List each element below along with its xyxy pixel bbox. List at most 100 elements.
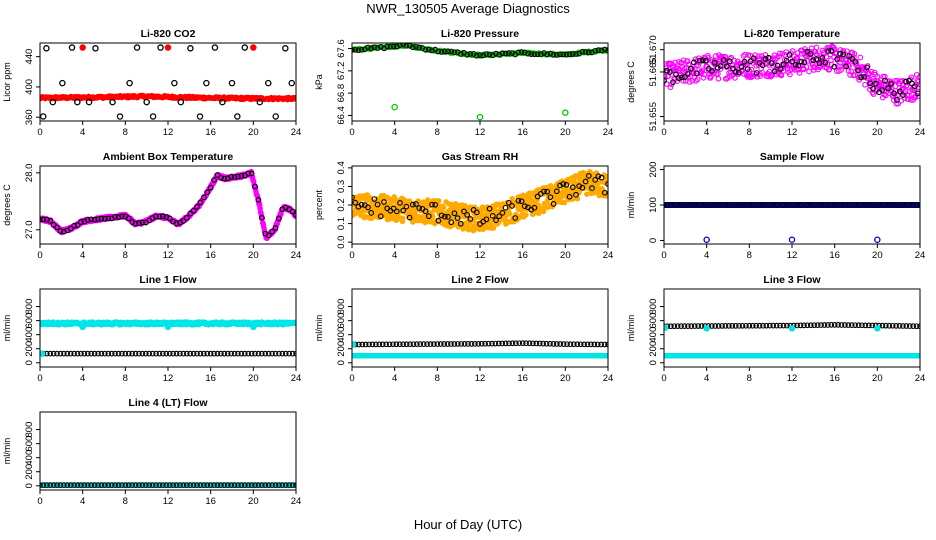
data-point bbox=[881, 73, 888, 80]
data-point bbox=[838, 202, 845, 208]
data-point bbox=[204, 350, 211, 357]
data-point bbox=[685, 71, 691, 77]
y-tick-label: 0 bbox=[24, 360, 35, 365]
data-point bbox=[483, 51, 490, 57]
series-temp-1 bbox=[664, 47, 920, 103]
data-point bbox=[702, 57, 709, 64]
data-point bbox=[569, 184, 576, 191]
data-point bbox=[451, 210, 458, 217]
data-point bbox=[477, 52, 483, 58]
x-tick-label: 24 bbox=[603, 250, 614, 261]
data-point bbox=[43, 216, 50, 223]
data-point bbox=[108, 215, 115, 222]
data-point bbox=[894, 97, 900, 103]
data-point bbox=[136, 220, 142, 226]
data-point bbox=[691, 59, 697, 66]
x-tick-label: 0 bbox=[661, 373, 666, 384]
data-point bbox=[729, 202, 736, 208]
data-point bbox=[842, 202, 848, 208]
data-point bbox=[857, 54, 864, 61]
data-point bbox=[705, 202, 712, 208]
plot-area-co2 bbox=[40, 44, 296, 120]
data-point bbox=[588, 341, 594, 348]
data-point bbox=[489, 340, 495, 347]
plot-area-sampleflow bbox=[664, 202, 920, 243]
plot-area-line3 bbox=[664, 321, 920, 359]
data-point bbox=[703, 236, 710, 243]
data-point bbox=[837, 50, 844, 57]
data-point bbox=[557, 182, 563, 189]
data-point bbox=[78, 350, 84, 357]
data-point bbox=[845, 202, 852, 208]
data-point bbox=[464, 51, 471, 58]
y-tick-label: 200 bbox=[24, 341, 35, 357]
data-point bbox=[749, 202, 756, 208]
panel-title: Li-820 Pressure bbox=[441, 28, 519, 40]
data-point bbox=[228, 174, 234, 180]
data-point bbox=[425, 213, 432, 220]
data-point bbox=[441, 341, 448, 347]
panel-title: Li-820 CO2 bbox=[141, 28, 196, 40]
y-tick-label: 200 bbox=[648, 162, 659, 178]
y-tick-label: 0.0 bbox=[336, 236, 347, 249]
data-point bbox=[445, 213, 451, 220]
series-rh-1 bbox=[352, 173, 608, 227]
data-point bbox=[467, 51, 474, 57]
data-point bbox=[379, 341, 386, 348]
data-point bbox=[821, 202, 828, 208]
data-point bbox=[84, 217, 91, 223]
data-point bbox=[589, 185, 595, 191]
y-tick-label: 200 bbox=[336, 341, 347, 357]
data-point bbox=[605, 341, 608, 348]
data-point bbox=[451, 49, 458, 56]
data-point bbox=[397, 200, 403, 206]
data-point bbox=[183, 215, 190, 221]
x-tick-label: 4 bbox=[80, 373, 85, 384]
data-point bbox=[804, 202, 811, 208]
data-point bbox=[136, 350, 142, 357]
data-point bbox=[102, 350, 108, 357]
x-tick-label: 16 bbox=[517, 250, 528, 261]
data-point bbox=[835, 202, 841, 208]
data-point bbox=[801, 202, 807, 208]
series-boxtemp-0 bbox=[40, 168, 296, 242]
data-point bbox=[601, 189, 608, 196]
series-line2-2 bbox=[352, 341, 357, 348]
data-point bbox=[828, 202, 835, 208]
y-tick-label: 100 bbox=[648, 197, 659, 213]
data-point bbox=[526, 340, 533, 347]
data-point bbox=[248, 350, 255, 357]
data-point bbox=[813, 44, 820, 51]
data-point bbox=[92, 45, 99, 52]
x-tick-label: 0 bbox=[661, 127, 666, 138]
data-point bbox=[571, 341, 577, 348]
data-point bbox=[139, 350, 146, 357]
data-point bbox=[85, 98, 93, 106]
data-point bbox=[831, 63, 838, 70]
y-tick-label: 0.3 bbox=[336, 180, 347, 193]
x-tick-label: 24 bbox=[603, 373, 614, 384]
data-point bbox=[910, 202, 917, 208]
x-tick-label: 0 bbox=[349, 250, 354, 261]
x-tick-label: 24 bbox=[603, 127, 614, 138]
data-point bbox=[777, 66, 784, 72]
data-point bbox=[289, 208, 296, 215]
x-tick-label: 0 bbox=[37, 250, 42, 261]
data-point bbox=[149, 350, 156, 357]
data-point bbox=[865, 202, 872, 208]
x-tick-label: 8 bbox=[435, 373, 440, 384]
data-point bbox=[744, 66, 751, 72]
series-line1-0 bbox=[40, 319, 296, 328]
data-point bbox=[407, 341, 413, 348]
data-point bbox=[390, 341, 396, 348]
data-point bbox=[50, 350, 57, 357]
data-point bbox=[115, 350, 122, 357]
data-point bbox=[473, 209, 480, 216]
data-point bbox=[780, 61, 787, 68]
data-point bbox=[422, 46, 429, 53]
x-tick-label: 0 bbox=[661, 250, 666, 261]
data-point bbox=[218, 175, 224, 181]
data-point bbox=[819, 54, 826, 61]
data-point bbox=[252, 350, 258, 357]
